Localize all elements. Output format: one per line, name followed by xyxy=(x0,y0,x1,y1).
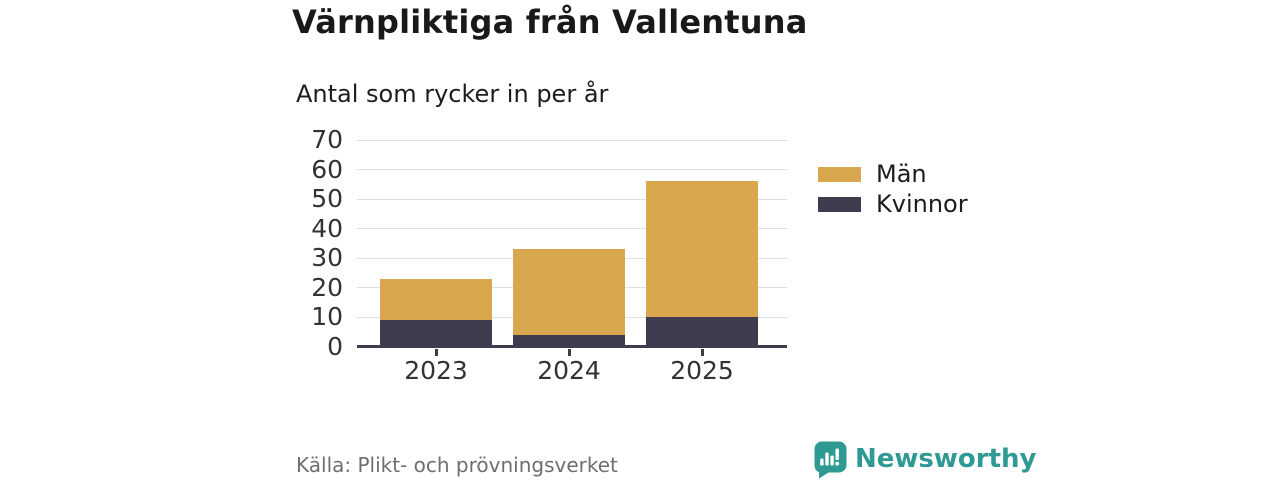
bar-segment-män-2023 xyxy=(380,278,492,321)
bar-2024 xyxy=(513,249,625,347)
y-tick-label-60: 60 xyxy=(311,154,343,184)
y-tick-label-30: 30 xyxy=(311,243,343,273)
chart-subtitle: Antal som rycker in per år xyxy=(296,80,609,108)
y-tick-label-50: 50 xyxy=(311,184,343,214)
bar-segment-män-2024 xyxy=(513,249,625,336)
brand-logo: Newsworthy xyxy=(814,441,1036,479)
x-axis-labels: 2023 2024 2025 xyxy=(357,356,787,386)
legend-swatch-män xyxy=(818,166,861,182)
legend-label-kvinnor: Kvinnor xyxy=(876,190,968,218)
gridline-y-50 xyxy=(357,198,787,200)
bar-segment-män-2025 xyxy=(646,181,758,318)
plot-area xyxy=(357,139,787,356)
x-tick-label-2025: 2025 xyxy=(670,356,734,385)
chart-title: Värnpliktiga från Vallentuna xyxy=(292,3,808,41)
y-tick-label-70: 70 xyxy=(311,125,343,154)
chart-figure: Värnpliktiga från Vallentuna Antal som r… xyxy=(280,0,1036,480)
bar-segment-kvinnor-2023 xyxy=(380,320,492,347)
bar-segment-kvinnor-2024 xyxy=(513,335,625,347)
legend-swatch-kvinnor xyxy=(818,196,861,212)
brand-name: Newsworthy xyxy=(855,444,1037,474)
newsworthy-icon xyxy=(814,441,847,479)
gridline-y-60 xyxy=(357,169,787,171)
x-tick-2025 xyxy=(700,349,704,356)
legend-item-kvinnor: Kvinnor xyxy=(818,189,968,219)
y-tick-label-10: 10 xyxy=(311,302,343,332)
bar-segment-kvinnor-2025 xyxy=(646,317,758,347)
y-tick-label-0: 0 xyxy=(327,332,343,361)
x-tick-2023 xyxy=(434,349,438,356)
gridline-y-70 xyxy=(357,139,787,141)
y-tick-label-20: 20 xyxy=(311,272,343,302)
legend-item-män: Män xyxy=(818,159,968,189)
source-text: Källa: Plikt- och prövningsverket xyxy=(296,453,618,477)
x-tick-label-2023: 2023 xyxy=(404,356,468,385)
bar-2025 xyxy=(646,181,758,347)
y-tick-label-40: 40 xyxy=(311,213,343,243)
x-axis-line xyxy=(357,345,787,348)
y-axis: 0 10 20 30 40 50 60 70 xyxy=(280,126,343,361)
x-tick-2024 xyxy=(567,349,571,356)
gridline-y-40 xyxy=(357,228,787,230)
legend: Män Kvinnor xyxy=(818,159,968,219)
bar-2023 xyxy=(380,278,492,347)
x-tick-label-2024: 2024 xyxy=(537,356,601,385)
legend-label-män: Män xyxy=(876,160,927,188)
